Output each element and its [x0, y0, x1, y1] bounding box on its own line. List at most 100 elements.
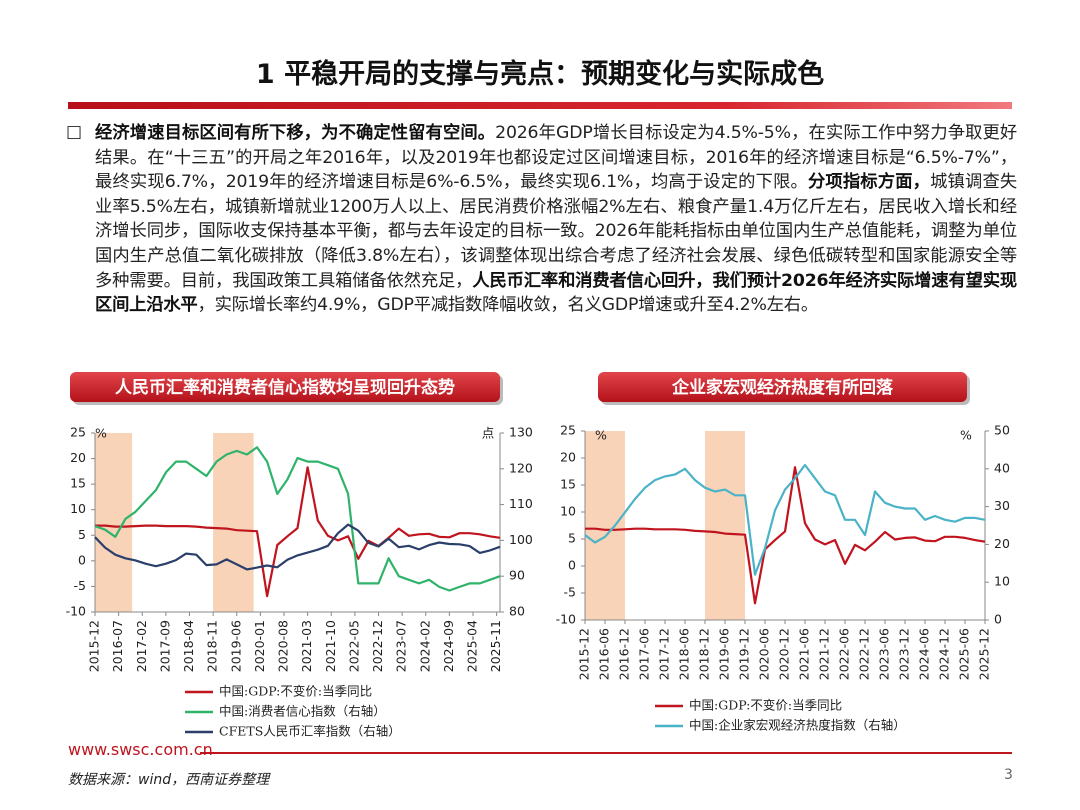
series-line: [584, 463, 986, 576]
y2-unit: %: [960, 428, 972, 443]
shaded-period: [95, 433, 133, 612]
x-tick-label: 2024-02: [417, 620, 432, 672]
x-tick-label: 2016-06: [597, 628, 612, 680]
y-tick-label: 20: [70, 450, 86, 465]
y-tick-label: 0: [568, 558, 576, 573]
source-note: 数据来源：wind，西南证券整理: [68, 772, 270, 788]
x-tick-label: 2020-01: [252, 620, 267, 672]
y-tick-label: 10: [70, 501, 86, 516]
x-tick-label: 2023-07: [394, 620, 409, 672]
body-text: 经济增速目标区间有所下移，为不确定性留有空间。2026年GDP增长目标设定为4.…: [95, 121, 1017, 318]
x-tick-label: 2021-10: [323, 620, 338, 672]
x-tick-label: 2025-06: [957, 628, 972, 680]
x-tick-label: 2025-11: [488, 620, 503, 672]
y-tick-label: -10: [556, 612, 576, 627]
y-tick-label: 25: [560, 423, 576, 438]
x-tick-label: 2020-12: [777, 628, 792, 680]
legend-label: CFETS人民币汇率指数（右轴）: [219, 724, 401, 739]
x-tick-label: 2017-09: [157, 620, 172, 672]
x-tick-label: 2020-08: [276, 620, 291, 672]
y-tick-label: 0: [78, 552, 86, 567]
x-tick-label: 2018-11: [205, 620, 220, 672]
y2-tick-label: 30: [994, 498, 1010, 513]
x-tick-label: 2017-12: [657, 628, 672, 680]
y-tick-label: 20: [560, 450, 576, 465]
x-tick-label: 2019-12: [737, 628, 752, 680]
y-tick-label: 15: [560, 477, 576, 492]
x-tick-label: 2017-06: [637, 628, 652, 680]
banner: [598, 372, 967, 402]
y2-tick-label: 10: [994, 574, 1010, 589]
y-unit: %: [95, 426, 107, 441]
x-tick-label: 2021-03: [299, 620, 314, 672]
legend-item: 中国:GDP:不变价:当季同比: [655, 698, 842, 713]
x-tick-label: 2025-12: [977, 628, 992, 680]
shaded-period: [213, 433, 254, 612]
x-tick-label: 2024-12: [937, 628, 952, 680]
legend-label: 中国:GDP:不变价:当季同比: [689, 698, 842, 713]
y-tick-label: -5: [564, 585, 576, 600]
banner: [70, 372, 500, 402]
legend-item: 中国:GDP:不变价:当季同比: [185, 684, 372, 699]
x-tick-label: 2018-12: [697, 628, 712, 680]
series-line: [94, 523, 501, 571]
y2-unit: 点: [482, 426, 495, 441]
series-line: [95, 466, 501, 598]
chart-title: 人民币汇率和消费者信心指数均呈现回升态势: [115, 377, 455, 398]
y2-tick-label: 110: [509, 496, 533, 511]
x-tick-label: 2023-12: [897, 628, 912, 680]
x-tick-label: 2017-02: [134, 620, 149, 672]
x-tick-label: 2024-09: [441, 620, 456, 672]
text-run: ，实际增长率约4.9%，GDP平减指数降幅收敛，名义GDP增速或升至4.2%左右…: [197, 295, 819, 316]
legend-item: 中国:企业家宏观经济热度指数（右轴）: [655, 718, 906, 733]
bold-run: 经济增速目标区间有所下移，为不确定性留有空间。: [95, 123, 496, 143]
x-tick-label: 2022-05: [346, 620, 361, 672]
y2-tick-label: 80: [509, 604, 525, 619]
x-tick-label: 2015-12: [87, 620, 102, 672]
x-tick-label: 2023-06: [877, 628, 892, 680]
x-tick-label: 2018-04: [181, 620, 196, 672]
legend-label: 中国:消费者信心指数（右轴）: [219, 704, 386, 719]
shaded-period: [585, 431, 625, 620]
bold-run: 分项指标方面，: [807, 172, 931, 193]
legend-item: 中国:消费者信心指数（右轴）: [185, 704, 386, 719]
legend-label: 中国:GDP:不变价:当季同比: [219, 684, 372, 699]
y2-tick-label: 100: [509, 532, 533, 547]
x-tick-label: 2015-12: [577, 628, 592, 680]
series-line: [94, 446, 501, 592]
y2-tick-label: 120: [509, 460, 533, 475]
y2-tick-label: 0: [994, 612, 1002, 627]
y-tick-label: 10: [560, 504, 576, 519]
y2-tick-label: 130: [509, 425, 533, 440]
chart: 人民币汇率和消费者信心指数均呈现回升态势 -10 -5 0 5 10 15 20 25 80 90 1…: [66, 372, 533, 739]
x-tick-label: 2022-12: [857, 628, 872, 680]
bold-run: 人民币汇率和消费者信心回升，我们预计2026年经济实际增速有望实现区间上沿水平: [95, 270, 1018, 316]
title-rule: [68, 102, 1012, 109]
bullet: □: [66, 122, 83, 142]
slide-title: 1 平稳开局的支撑与亮点：预期变化与实际成色: [255, 59, 825, 90]
y-tick-label: 15: [70, 476, 86, 491]
y-tick-label: 5: [78, 527, 86, 542]
x-tick-label: 2021-12: [817, 628, 832, 680]
x-tick-label: 2020-06: [757, 628, 772, 680]
x-tick-label: 2025-04: [465, 620, 480, 672]
y2-tick-label: 20: [994, 536, 1010, 551]
x-tick-label: 2021-06: [797, 628, 812, 680]
footer-rule: [200, 752, 1012, 754]
text-run: 城镇调查失业率5.5%左右，城镇新增就业1200万人以上、居民消费价格涨幅2%左…: [95, 172, 1017, 291]
y-tick-label: -5: [74, 578, 86, 593]
x-tick-label: 2022-06: [837, 628, 852, 680]
y-tick-label: -10: [66, 604, 86, 619]
site-url: www.swsc.com.cn: [68, 740, 213, 759]
chart: 企业家宏观经济热度有所回落 -10 -5 0 5 10 15 20 25 0 10 20 30 40 50%…: [556, 372, 1010, 733]
x-tick-label: 2019-06: [228, 620, 243, 672]
y-tick-label: 5: [568, 531, 576, 546]
y-unit: %: [595, 428, 607, 443]
page-number: 3: [1004, 767, 1013, 783]
y2-tick-label: 40: [994, 460, 1010, 475]
y-tick-label: 25: [70, 425, 86, 440]
series-line: [585, 466, 986, 605]
legend-label: 中国:企业家宏观经济热度指数（右轴）: [689, 718, 906, 733]
